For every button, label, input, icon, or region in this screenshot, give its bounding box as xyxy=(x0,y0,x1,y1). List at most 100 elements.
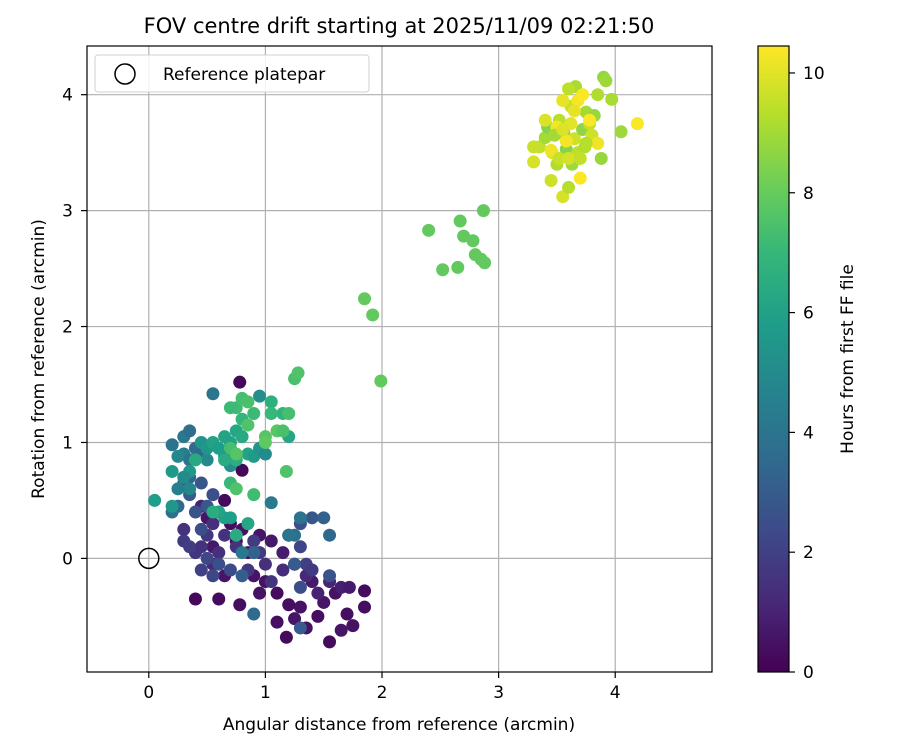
data-point xyxy=(212,592,226,606)
colorbar-tick-label: 6 xyxy=(803,304,814,324)
data-point xyxy=(583,113,597,127)
data-point xyxy=(235,546,249,560)
data-point xyxy=(358,292,372,306)
data-point xyxy=(594,151,608,165)
colorbar-tick-label: 0 xyxy=(803,663,814,683)
data-point xyxy=(258,447,272,461)
x-tick-label: 0 xyxy=(143,683,154,703)
data-point xyxy=(212,557,226,571)
data-point xyxy=(264,575,278,589)
data-point xyxy=(556,93,570,107)
x-tick-label: 2 xyxy=(377,683,388,703)
data-point xyxy=(247,534,261,548)
y-axis-label: Rotation from reference (arcmin) xyxy=(29,219,49,499)
data-point xyxy=(422,223,436,237)
data-point xyxy=(453,214,467,228)
data-point xyxy=(614,125,628,139)
data-point xyxy=(188,592,202,606)
data-point xyxy=(183,424,197,438)
data-point xyxy=(346,619,360,633)
data-point xyxy=(171,482,185,496)
x-axis-label: Angular distance from reference (arcmin) xyxy=(223,715,575,735)
data-point xyxy=(194,563,208,577)
data-point xyxy=(223,563,237,577)
data-point xyxy=(279,630,293,644)
data-point xyxy=(573,151,587,165)
data-point xyxy=(258,557,272,571)
data-point xyxy=(229,528,243,542)
data-point xyxy=(317,511,331,525)
data-point xyxy=(223,401,237,415)
data-point xyxy=(576,88,590,102)
reference-platepar-marker xyxy=(138,547,160,570)
data-point xyxy=(293,540,307,554)
data-point xyxy=(305,563,319,577)
data-point xyxy=(212,441,226,455)
data-point xyxy=(556,122,570,136)
data-point xyxy=(165,499,179,513)
data-point xyxy=(282,598,296,612)
data-point xyxy=(194,522,208,536)
colorbar-tick-label: 2 xyxy=(803,543,814,563)
data-point xyxy=(229,447,243,461)
data-point xyxy=(288,612,302,626)
data-point xyxy=(218,493,232,507)
data-point xyxy=(323,569,337,583)
data-point xyxy=(200,551,214,565)
data-point xyxy=(538,113,552,127)
data-point xyxy=(177,522,191,536)
plot-area xyxy=(87,46,712,672)
data-point xyxy=(235,569,249,583)
data-point xyxy=(235,463,249,477)
data-point xyxy=(579,136,593,150)
data-point xyxy=(573,171,587,185)
data-point xyxy=(206,387,220,401)
data-point xyxy=(212,546,226,560)
data-point xyxy=(436,263,450,277)
data-point xyxy=(552,151,566,165)
data-point xyxy=(247,546,261,560)
colorbar-gradient xyxy=(758,46,789,672)
data-point xyxy=(305,511,319,525)
data-point xyxy=(206,505,220,519)
data-point xyxy=(562,151,576,165)
data-point xyxy=(165,464,179,478)
data-point xyxy=(311,586,325,600)
colorbar-frame xyxy=(757,45,790,673)
data-point xyxy=(293,511,307,525)
data-point xyxy=(247,406,261,420)
data-point xyxy=(599,74,613,88)
data-point xyxy=(276,563,290,577)
data-point xyxy=(466,234,480,248)
x-tick-label: 4 xyxy=(610,683,621,703)
data-point xyxy=(264,406,278,420)
y-tick-label: 0 xyxy=(62,549,73,569)
data-point xyxy=(342,580,356,594)
data-point xyxy=(241,418,255,432)
legend-entry-label: Reference platepar xyxy=(163,65,325,85)
data-point xyxy=(562,180,576,194)
data-point xyxy=(311,609,325,623)
data-point xyxy=(253,389,267,403)
data-point xyxy=(247,488,261,502)
y-tick-label: 1 xyxy=(62,433,73,453)
data-point xyxy=(293,600,307,614)
data-point xyxy=(270,615,284,629)
data-point xyxy=(264,496,278,510)
chart-title: FOV centre drift starting at 2025/11/09 … xyxy=(144,14,655,38)
data-point xyxy=(334,623,348,637)
y-tick-label: 2 xyxy=(62,318,73,338)
data-points xyxy=(148,70,644,649)
data-point xyxy=(291,366,305,380)
data-point xyxy=(241,395,255,409)
data-point xyxy=(148,493,162,507)
data-point xyxy=(229,482,243,496)
data-point xyxy=(282,528,296,542)
data-point xyxy=(247,607,261,621)
data-point xyxy=(264,395,278,409)
data-point xyxy=(282,406,296,420)
y-axis-ticks: 0 1 2 3 4 xyxy=(62,86,87,569)
data-point xyxy=(188,453,202,467)
data-point xyxy=(279,464,293,478)
